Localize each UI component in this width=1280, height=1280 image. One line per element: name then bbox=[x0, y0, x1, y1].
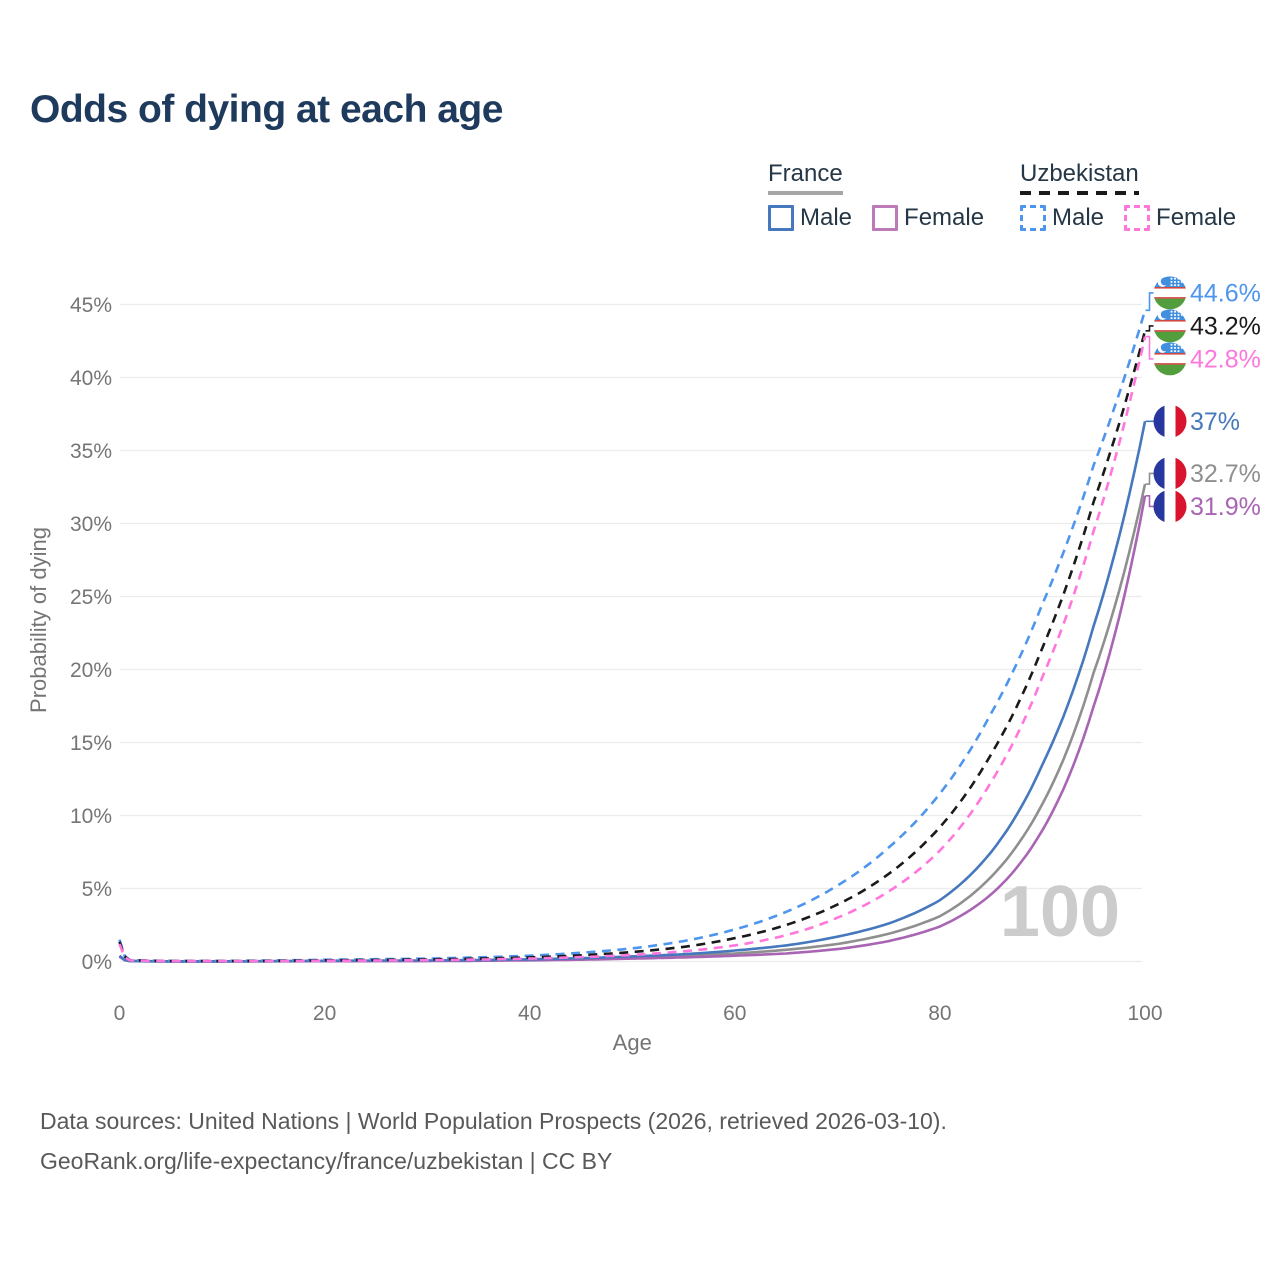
data-source-line: Data sources: United Nations | World Pop… bbox=[40, 1108, 947, 1134]
leader-line-uzbekistan-female bbox=[1145, 335, 1154, 360]
end-label-uzbekistan-both: 43.2% bbox=[1190, 312, 1261, 340]
legend-group-france: France Male Female bbox=[768, 160, 984, 232]
france-female-swatch bbox=[872, 204, 899, 231]
y-tick-label: 15% bbox=[70, 732, 112, 755]
x-axis-title: Age bbox=[613, 1030, 652, 1055]
series-line-france-male bbox=[118, 421, 1147, 963]
x-tick-label: 0 bbox=[114, 1002, 126, 1025]
legend-items-france: Male Female bbox=[768, 204, 984, 232]
flag-icon-france bbox=[1153, 456, 1187, 490]
leader-line-uzbekistan-male bbox=[1145, 292, 1154, 312]
legend-heading-uzbekistan: Uzbekistan bbox=[1020, 160, 1139, 187]
source-url-line: GeoRank.org/life-expectancy/france/uzbek… bbox=[40, 1148, 613, 1174]
y-tick-label: 40% bbox=[70, 367, 112, 390]
y-tick-label: 10% bbox=[70, 805, 112, 828]
leader-line-uzbekistan-both bbox=[1145, 325, 1154, 332]
legend-item-france-male[interactable]: Male bbox=[768, 204, 852, 232]
end-label-france-female: 31.9% bbox=[1190, 493, 1261, 521]
y-tick-label: 0% bbox=[82, 951, 112, 974]
flag-icon-uzbekistan bbox=[1153, 276, 1187, 310]
y-tick-label: 35% bbox=[70, 440, 112, 463]
y-tick-label: 25% bbox=[70, 586, 112, 609]
end-label-france-male: 37% bbox=[1190, 408, 1240, 436]
flag-icon-france bbox=[1153, 404, 1187, 438]
x-tick-label: 100 bbox=[1127, 1002, 1162, 1025]
series-line-uzbekistan-female bbox=[118, 336, 1147, 963]
legend-label-france-male: Male bbox=[800, 203, 853, 231]
uzbekistan-male-swatch bbox=[1020, 204, 1046, 231]
france-male-swatch bbox=[768, 204, 794, 231]
legend-item-uzbekistan-male[interactable]: Male bbox=[1020, 204, 1104, 232]
uzbekistan-female-swatch bbox=[1124, 204, 1151, 231]
legend-item-france-female[interactable]: Female bbox=[872, 204, 984, 232]
flag-icon-france bbox=[1153, 489, 1187, 523]
flag-icon-uzbekistan bbox=[1153, 309, 1187, 343]
series-line-uzbekistan-male bbox=[118, 309, 1147, 963]
y-tick-label: 45% bbox=[70, 294, 112, 317]
flag-icon-uzbekistan bbox=[1153, 342, 1187, 376]
x-tick-label: 40 bbox=[518, 1002, 541, 1025]
end-label-france-both: 32.7% bbox=[1190, 460, 1261, 488]
y-tick-label: 30% bbox=[70, 513, 112, 536]
x-tick-label: 80 bbox=[928, 1002, 951, 1025]
legend-label-france-female: Female bbox=[904, 203, 985, 231]
series-line-france-both bbox=[118, 483, 1147, 963]
legend-label-uzbekistan-female: Female bbox=[1156, 203, 1237, 231]
legend-item-uzbekistan-female[interactable]: Female bbox=[1124, 204, 1236, 232]
series-line-uzbekistan-both bbox=[118, 330, 1147, 963]
page-title: Odds of dying at each age bbox=[30, 88, 503, 131]
legend-label-uzbekistan-male: Male bbox=[1052, 203, 1105, 231]
y-axis-title: Probability of dying bbox=[26, 527, 51, 713]
uzbekistan-line-style-swatch bbox=[1020, 190, 1139, 195]
france-line-style-swatch bbox=[768, 190, 843, 195]
leader-line-france-female bbox=[1145, 495, 1154, 508]
end-label-uzbekistan-female: 42.8% bbox=[1190, 345, 1261, 373]
leader-line-france-both bbox=[1145, 472, 1154, 485]
end-label-uzbekistan-male: 44.6% bbox=[1190, 279, 1261, 307]
series-line-france-female bbox=[118, 495, 1147, 963]
x-tick-label: 20 bbox=[313, 1002, 336, 1025]
legend-group-uzbekistan: Uzbekistan Male Female bbox=[1020, 160, 1236, 232]
legend-items-uzbekistan: Male Female bbox=[1020, 204, 1236, 232]
legend-heading-france: France bbox=[768, 160, 843, 187]
y-tick-label: 5% bbox=[82, 878, 112, 901]
x-tick-label: 60 bbox=[723, 1002, 746, 1025]
age-watermark: 100 bbox=[1000, 872, 1120, 952]
y-tick-label: 20% bbox=[70, 659, 112, 682]
